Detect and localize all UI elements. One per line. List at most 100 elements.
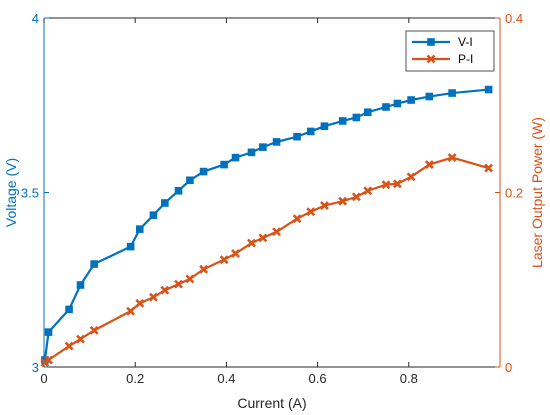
data-point-p-i-stroke-b [392, 179, 402, 189]
data-point-p-i-stroke-b [126, 306, 136, 316]
data-point-p-i [219, 255, 229, 265]
data-point-v-i [247, 148, 256, 157]
data-point-p-i-stroke-b [447, 153, 457, 163]
data-point-p-i [199, 264, 209, 274]
data-point-p-i-stroke-b [185, 274, 195, 284]
data-point-p-i [447, 153, 457, 163]
data-point-p-i-stroke-b [219, 255, 229, 265]
x-tick-label: 0.4 [217, 371, 235, 386]
data-point-p-i-stroke-b [320, 201, 329, 211]
data-point-p-i-stroke-b [306, 207, 316, 217]
data-point-v-i [306, 127, 315, 136]
data-point-v-i [363, 108, 372, 117]
legend-marker-shape-v-i [427, 38, 435, 46]
data-point-p-i [392, 179, 402, 189]
data-point-v-i [259, 143, 267, 151]
data-point-p-i-stroke-b [363, 186, 373, 196]
data-point-v-i [393, 99, 402, 108]
data-point-p-i [149, 292, 158, 302]
x-tick-label: 0 [40, 371, 47, 386]
data-point-p-i-stroke-b [149, 292, 158, 302]
y-axis-left: 33.54 [21, 11, 49, 375]
data-point-p-i-stroke-b [258, 233, 268, 243]
data-point-p-i-stroke-b [351, 192, 361, 202]
legend-marker-p-i [426, 54, 436, 64]
data-point-p-i-stroke-b [424, 160, 434, 169]
data-point-v-i [448, 89, 456, 97]
legend-label-p-i: P-I [458, 52, 473, 66]
data-point-p-i-stroke-b [44, 355, 53, 365]
data-point-v-i [293, 132, 301, 141]
data-point-p-i [320, 201, 329, 211]
data-point-p-i-stroke-b [135, 298, 145, 308]
data-point-p-i [231, 249, 240, 258]
data-point-p-i-stroke-b [231, 249, 240, 258]
series-p-i [40, 153, 494, 368]
legend-label-v-i: V-I [458, 35, 473, 49]
data-point-p-i [484, 163, 494, 173]
legend-entry-p-i: P-I [412, 52, 473, 66]
data-point-v-i [382, 103, 390, 111]
y-axis-right: 0 0.2 0.4 [495, 11, 523, 375]
x-axis: 0 0.2 0.4 0.6 0.8 [40, 18, 418, 386]
data-point-p-i [160, 285, 170, 295]
data-point-v-i [272, 138, 281, 146]
data-point-v-i [338, 117, 347, 125]
legend-marker-shape-p-i-stroke-b [426, 54, 436, 64]
data-point-v-i [44, 328, 53, 336]
y-axis-right-title: Laser Output Power (W) [529, 117, 545, 268]
data-point-v-i [126, 242, 135, 251]
data-point-p-i [174, 279, 183, 289]
data-point-p-i [258, 233, 268, 243]
y-right-tick-label: 0.4 [505, 11, 523, 26]
data-point-p-i [76, 334, 85, 344]
series-line-p-i [44, 156, 489, 364]
data-point-p-i [306, 207, 316, 217]
data-point-p-i [89, 325, 99, 335]
data-point-v-i [90, 260, 98, 268]
data-point-v-i [135, 225, 144, 233]
data-point-v-i [149, 211, 158, 219]
data-point-p-i-stroke-b [406, 172, 416, 182]
data-point-v-i [407, 96, 415, 104]
series-layer [40, 85, 494, 368]
data-point-p-i-stroke-b [76, 334, 85, 344]
data-point-p-i-stroke-b [484, 163, 494, 173]
legend-marker-v-i [427, 38, 435, 46]
data-point-p-i-stroke-b [381, 180, 391, 190]
legend: V-I P-I [405, 30, 495, 72]
series-v-i [41, 85, 493, 364]
data-point-v-i [174, 186, 183, 195]
data-point-p-i [406, 172, 416, 182]
legend-box [405, 30, 495, 72]
data-point-p-i [424, 160, 434, 169]
data-point-p-i [381, 180, 391, 190]
y-left-tick-label: 3.5 [21, 186, 39, 201]
data-point-v-i [231, 153, 240, 162]
data-point-v-i [320, 122, 329, 130]
x-tick-label: 0.6 [309, 371, 327, 386]
data-point-p-i-stroke-b [160, 285, 170, 295]
data-point-p-i-stroke-b [292, 214, 302, 224]
data-point-p-i-stroke-b [199, 264, 209, 274]
data-point-p-i [272, 227, 281, 237]
data-point-v-i [76, 281, 85, 289]
y-right-tick-label: 0 [505, 360, 512, 375]
data-point-v-i [161, 199, 169, 207]
data-point-p-i-stroke-b [174, 279, 183, 289]
x-tick-label: 0.2 [126, 371, 144, 386]
y-left-tick-label: 4 [32, 11, 39, 26]
data-point-p-i-stroke-b [89, 325, 99, 335]
data-point-p-i [351, 192, 361, 202]
y-left-tick-label: 3 [32, 360, 39, 375]
data-point-v-i [65, 305, 73, 314]
data-point-p-i [338, 196, 348, 206]
data-point-p-i-stroke-b [272, 227, 281, 237]
data-point-p-i [126, 306, 136, 316]
data-point-v-i [199, 167, 208, 176]
data-point-p-i [247, 238, 256, 248]
data-point-v-i [425, 92, 434, 101]
data-point-v-i [352, 113, 361, 122]
data-point-p-i-stroke-b [64, 341, 74, 351]
